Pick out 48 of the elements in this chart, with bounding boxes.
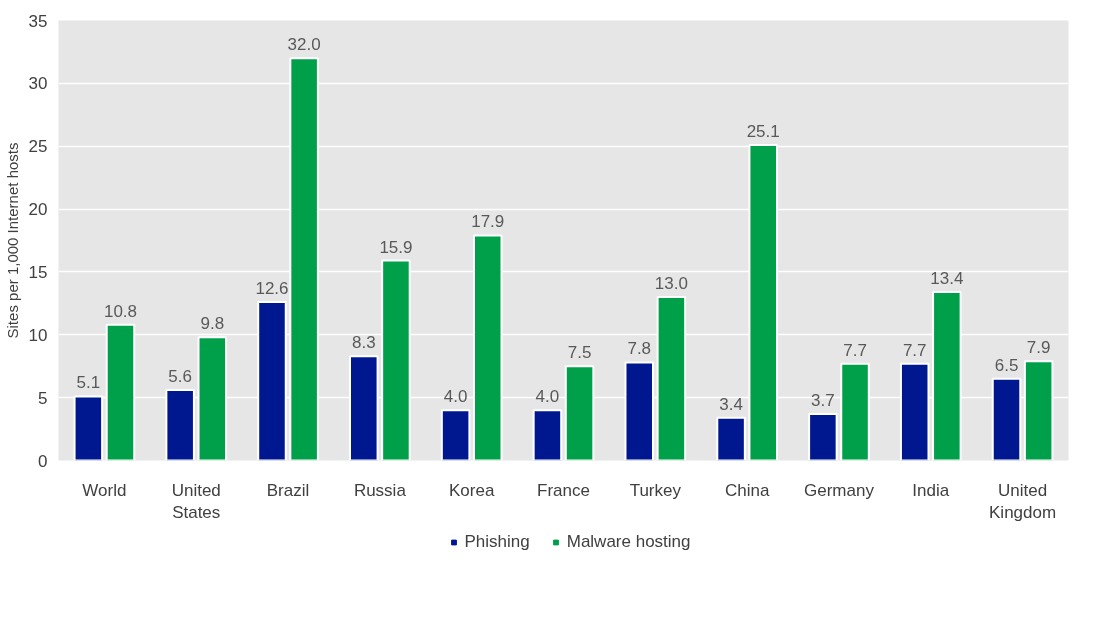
data-label: 3.4 [719,394,743,414]
y-tick-label: 35 [28,11,48,31]
data-label: 10.8 [103,301,138,321]
bar [808,412,838,461]
x-tick-label: Brazil [266,480,310,500]
data-label: 17.9 [471,212,505,232]
data-label: 9.8 [200,314,225,334]
data-label: 5.1 [76,373,101,393]
y-axis-title: Sites per 1,000 Internet hosts [3,142,21,339]
bar [440,409,471,461]
data-label: 6.5 [994,355,1019,375]
data-label: 7.5 [567,343,592,363]
y-tick-label: 15 [28,262,48,282]
legend-label: Phishing [464,532,530,552]
data-label: 7.9 [1026,338,1051,358]
y-tick-label: 20 [28,200,48,220]
y-tick-label: 10 [28,325,48,345]
data-label: 13.0 [654,274,688,294]
y-tick-label: 5 [38,388,48,408]
x-tick-label: World [82,480,127,500]
data-label: 5.6 [168,367,192,387]
data-label: 32.0 [287,35,321,55]
data-label: 8.3 [351,333,376,353]
data-label: 15.9 [379,237,413,257]
x-tick-label: Korea [449,480,495,500]
x-tick-label: India [912,480,950,500]
data-label: 4.0 [535,387,560,407]
data-label: 25.1 [746,121,780,141]
bar [532,409,563,461]
x-tick-label: United States [171,480,221,523]
bar [716,416,746,461]
data-label: 7.8 [627,339,652,359]
y-tick-label: 30 [28,74,48,94]
y-tick-label: 25 [28,137,48,157]
data-label: 7.7 [902,340,927,360]
x-tick-label: Turkey [629,480,682,500]
x-tick-label: Germany [804,480,875,500]
data-label: 12.6 [255,279,289,299]
data-label: 7.7 [843,340,867,360]
x-tick-label: China [724,480,770,500]
data-label: 13.4 [930,269,964,289]
data-label: 4.0 [443,387,468,407]
legend-label: Malware hosting [566,532,691,552]
x-tick-label: United Kingdom [989,480,1057,523]
data-label: 3.7 [811,390,835,410]
x-tick-label: Russia [353,480,407,500]
y-tick-label: 0 [38,451,48,471]
x-tick-label: France [537,480,590,500]
